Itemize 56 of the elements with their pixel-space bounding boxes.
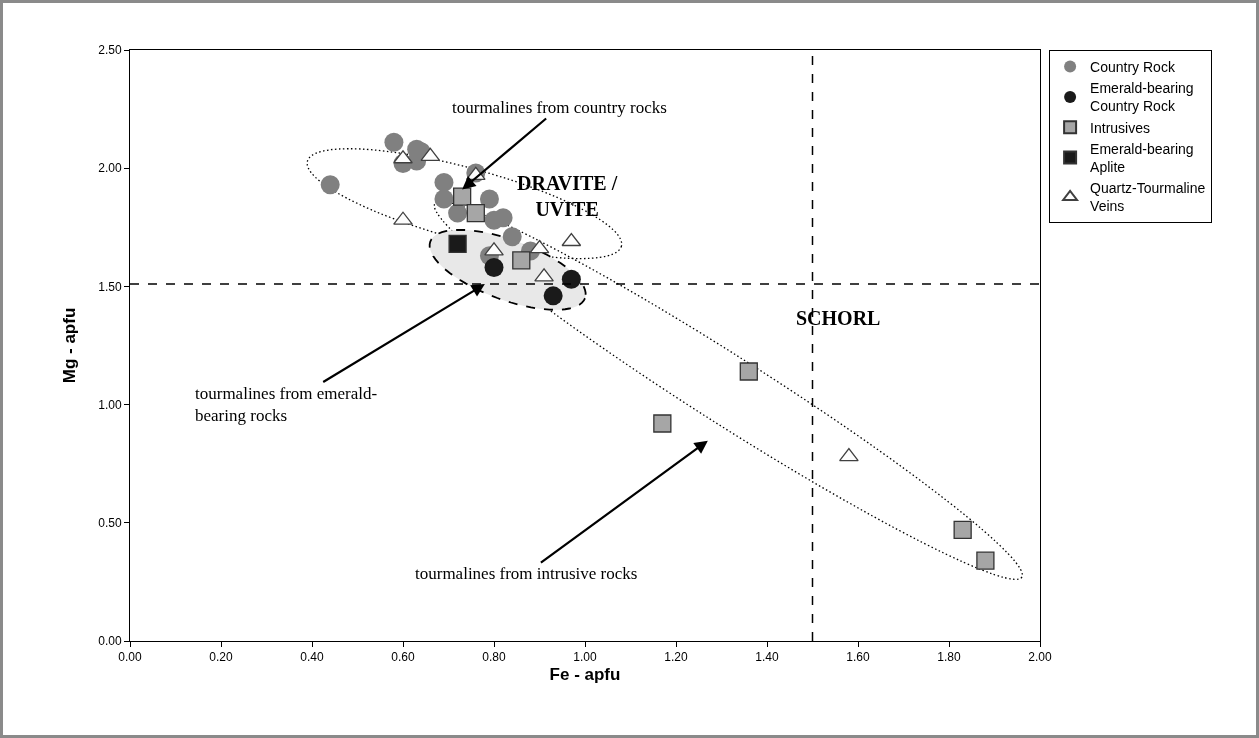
point [320,175,340,195]
point [561,269,581,289]
x-tick-label: 1.80 [937,650,961,665]
x-tick-label: 1.20 [664,650,688,665]
point [448,203,468,223]
x-tick-label: 1.00 [573,650,597,665]
point [466,203,485,223]
point [453,187,472,206]
x-tick-label: 0.60 [391,650,415,665]
annotation: tourmalines from country rocks [452,98,667,117]
legend-label: Intrusives [1090,119,1151,136]
annotation: tourmalines from emerald- bearing rocks [195,384,378,426]
point [739,362,758,381]
x-axis-title: Fe - apfu [549,664,621,684]
point [502,227,522,247]
legend-label: Country Rock [1090,59,1176,76]
point [529,239,550,254]
point [420,147,441,162]
point [493,208,513,228]
y-tick-label: 2.00 [98,161,122,176]
point [561,232,582,247]
point [479,189,499,209]
x-tick-label: 2.00 [1028,650,1052,665]
y-tick-label: 1.00 [98,397,122,412]
x-tick-label: 0.20 [209,650,233,665]
annotation: tourmalines from intrusive rocks [415,564,638,583]
x-tick-label: 1.40 [755,650,779,665]
point [434,189,454,209]
point [653,414,672,433]
point [434,172,454,192]
annotation: SCHORL [796,307,881,329]
point [484,257,504,277]
point [839,447,859,462]
legend-label: Emerald-bearing Aplite [1090,140,1194,176]
x-tick-label: 0.80 [482,650,506,665]
point [484,242,504,256]
y-tick-label: 2.50 [98,43,122,58]
x-tick-label: 0.40 [300,650,324,665]
point [512,251,531,270]
y-tick-label: 0.50 [98,516,122,530]
point [393,211,413,225]
y-tick-label: 0.00 [98,634,122,649]
y-tick-label: 1.50 [98,279,122,294]
annotation: DRAVITE / UVITE [517,172,618,220]
point [953,520,972,540]
point [543,286,563,306]
point [976,551,995,570]
y-axis-title: Mg - apfu [59,307,79,384]
point [393,150,413,164]
legend-label: Quartz-Tourmaline Veins [1090,180,1206,215]
point [448,234,467,253]
x-tick-label: 1.60 [846,650,870,665]
point [384,132,404,152]
x-tick-label: 0.00 [118,650,142,665]
point [534,268,554,282]
legend-label: Emerald-bearing Country Rock [1090,80,1194,115]
